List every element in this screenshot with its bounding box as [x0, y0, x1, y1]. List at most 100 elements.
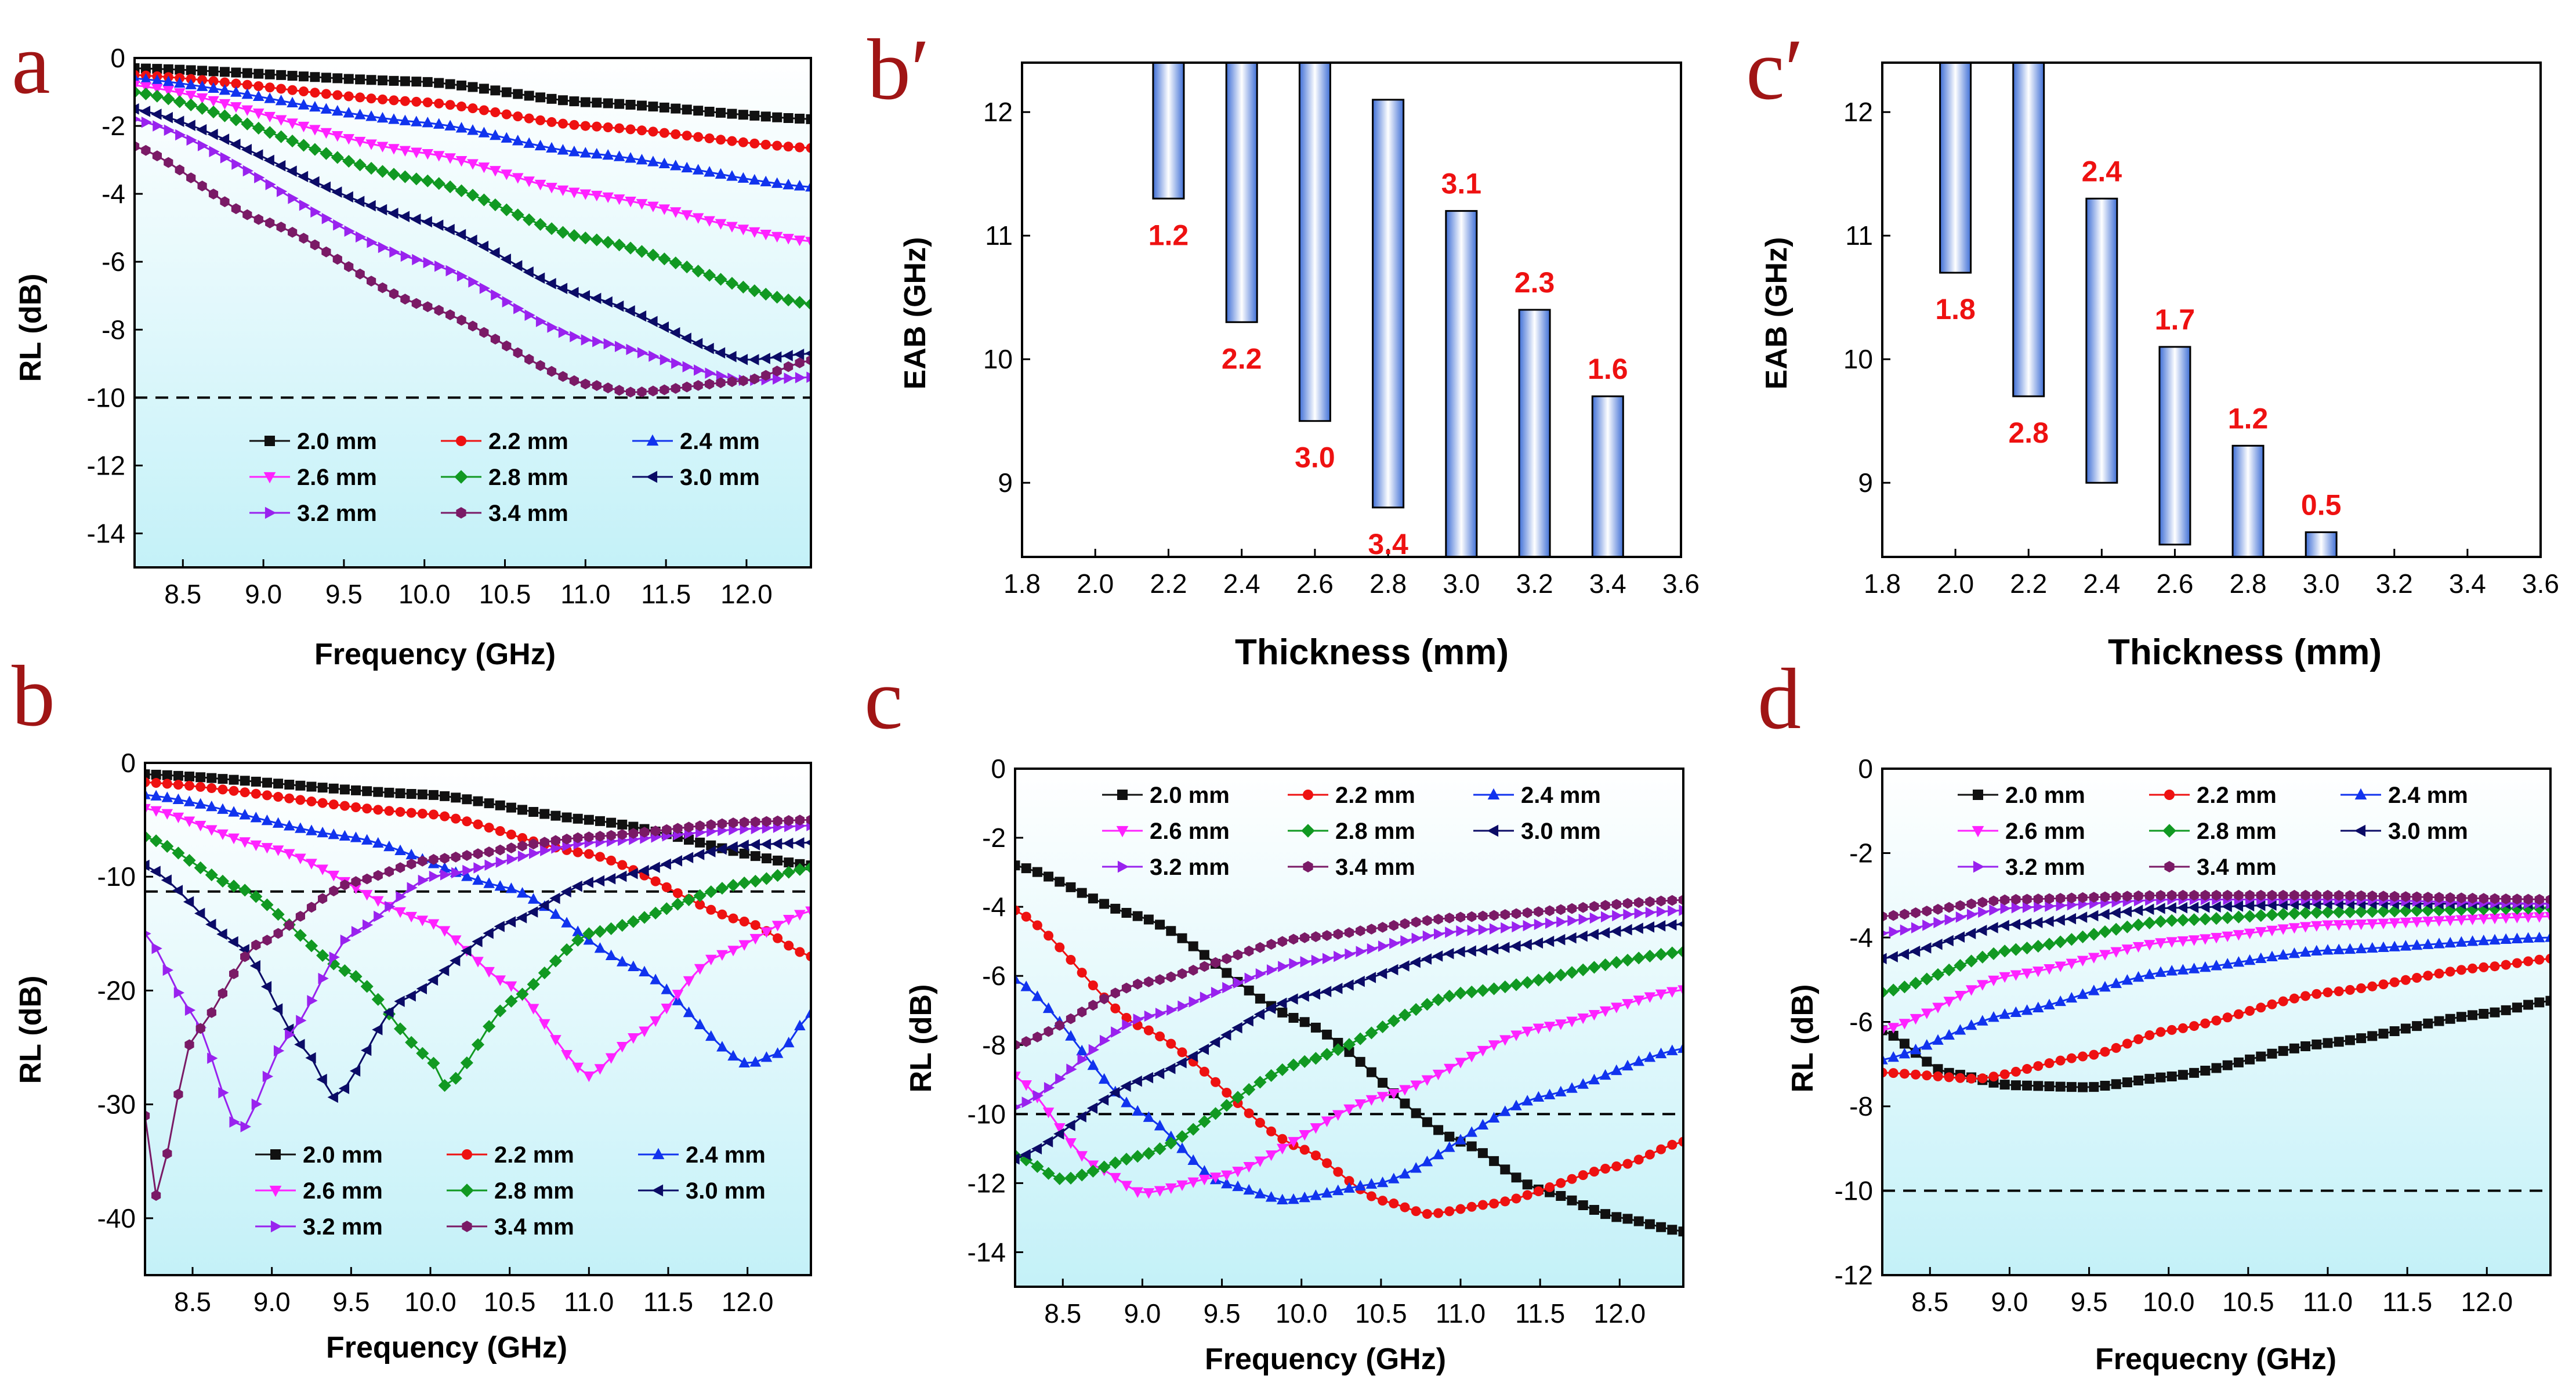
panel-a-series-20mm-point-55	[749, 110, 760, 121]
panel-bp-frame	[1021, 61, 1682, 558]
panel-a-series-32mm-point-37	[547, 321, 558, 333]
panel-a-series-30mm-point-54	[737, 353, 748, 365]
panel-c-series-26mm-point-13	[1154, 1186, 1166, 1197]
panel-b-series-20mm-point-21	[373, 787, 383, 797]
panel-c-series-30mm-point-22	[1253, 1008, 1265, 1020]
panel-a-series-20mm-point-7	[208, 66, 219, 77]
panel-b-series-34mm-point-29	[462, 850, 472, 861]
panel-c-series-30mm-point-9	[1109, 1087, 1120, 1099]
panel-c-series-30mm-point-4	[1053, 1128, 1064, 1140]
panel-letter-d: d	[1758, 651, 1801, 747]
panel-b-series-20mm-point-25	[417, 789, 427, 799]
panel-d-series-34mm-point-44	[2367, 891, 2377, 902]
panel-d-series-32mm-point-0	[1882, 930, 1889, 937]
panel-d-ytick-label-6: -12	[1835, 1260, 1873, 1290]
panel-d-series-26mm-point-31	[2222, 931, 2233, 943]
panel-c-series-30mm-point-58	[1654, 920, 1666, 932]
panel-a-series-26mm-point-6	[196, 93, 208, 104]
panel-b-series-24mm-point-52	[716, 1041, 728, 1052]
panel-a-series-22mm-point-48	[671, 129, 681, 139]
panel-cp-bar-0	[1939, 61, 1972, 274]
panel-d-series-24mm-point-37	[2288, 947, 2300, 958]
panel-a-rl-chart: a RL (dB) Frequency (GHz) 8.5 9.0 9.5 10.0 1…	[12, 16, 812, 671]
panel-a-series-26mm-point-33	[501, 169, 513, 180]
panel-a-series-32mm-point-32	[491, 289, 502, 301]
panel-d-series-34mm-point-49	[2423, 892, 2433, 903]
panel-a-series-28mm-point-25	[410, 172, 423, 186]
panel-d-series-26mm-point-0	[1882, 1026, 1888, 1037]
panel-d-series-20mm-point-1	[1888, 1030, 1899, 1041]
panel-c-series-22mm-point-4	[1055, 942, 1065, 953]
panel-b-series-32mm-point-6	[207, 1052, 218, 1064]
panel-a-series-20mm-point-39	[569, 96, 579, 107]
panel-a-series-30mm-point-14	[286, 165, 297, 177]
panel-c-rl-chart: c RL (dB) Frequency (GHz) 8.5 9.0 9.5 10.0 1…	[864, 651, 1684, 1376]
panel-c-series-22mm-point-50	[1567, 1174, 1577, 1184]
panel-a-series-34mm-point-30	[468, 320, 478, 332]
panel-d-series-26mm-point-38	[2299, 922, 2311, 933]
panel-d-series-34mm-point-20	[2100, 891, 2110, 903]
panel-a-series-28mm-point-28	[444, 180, 457, 194]
panel-d-series-28mm-point-47	[2399, 904, 2412, 918]
panel-b-series-30mm-point-5	[194, 907, 205, 920]
panel-cprime-xlabel: Thickness (mm)	[2108, 632, 2382, 672]
panel-b-series-22mm-point-17	[328, 799, 339, 810]
panel-c-series-20mm-point-42	[1477, 1148, 1488, 1159]
panel-bp-xtick-label-7: 3.2	[1516, 569, 1553, 599]
panel-d-legend-marker-34mm	[2164, 861, 2175, 873]
panel-b-series-34mm-point-15	[306, 902, 317, 913]
panel-a-series-26mm-point-29	[455, 156, 468, 167]
panel-c-series-24mm-point-32	[1365, 1178, 1378, 1189]
panel-c-series-32mm-point-27	[1311, 954, 1323, 967]
panel-b-series-26mm-point-38	[561, 1049, 573, 1061]
panel-a-ytick-label-6: -12	[87, 450, 125, 480]
panel-c-legend-label-24mm: 2.4 mm	[1521, 783, 1601, 808]
panel-d-series-34mm-point-22	[2122, 891, 2132, 902]
panel-a-legend-marker-22mm	[456, 436, 466, 446]
panel-c-series-22mm-point-22	[1255, 1117, 1265, 1128]
panel-b-series-26mm-point-59	[794, 910, 806, 921]
panel-a-series-24mm-point-17	[320, 103, 332, 114]
panel-b-series-20mm-point-50	[695, 837, 705, 848]
panel-a-series-24mm-point-41	[590, 147, 603, 159]
panel-a-series-20mm-point-18	[332, 73, 343, 84]
panel-b-series-24mm-point-51	[705, 1030, 717, 1041]
panel-a-series-24mm-point-52	[715, 168, 727, 179]
panel-b-series-24mm-point-35	[527, 893, 539, 904]
panel-b-series-28mm-point-3	[172, 846, 185, 860]
panel-b-series-34mm-point-49	[684, 821, 694, 833]
panel-b-series-28mm-point-18	[338, 964, 352, 978]
panel-bp-bar-label-2: 3.0	[1295, 441, 1335, 474]
panel-c-series-30mm-point-6	[1075, 1111, 1086, 1123]
panel-c-series-30mm-point-18	[1209, 1036, 1220, 1048]
panel-b-series-24mm-point-31	[483, 877, 495, 888]
panel-bp-bar-label-5: 2.3	[1515, 266, 1555, 299]
panel-letter-a: a	[12, 16, 50, 112]
panel-d-series-26mm-point-4	[1921, 1008, 1933, 1019]
panel-b-series-30mm-point-32	[494, 921, 505, 932]
panel-a-series-22mm-point-44	[625, 124, 636, 135]
panel-c-series-30mm-point-31	[1354, 975, 1365, 987]
panel-c-series-32mm-point-41	[1467, 925, 1478, 936]
panel-a-series-34mm-point-9	[231, 203, 241, 215]
panel-c-series-22mm-point-23	[1266, 1126, 1277, 1136]
panel-bprime-eab-chart: b′ EAB (GHz) Thickness (mm) 1.8 2.0 2.2 2.4…	[867, 21, 1700, 672]
panel-b-series-30mm-point-8	[227, 936, 238, 948]
panel-b-series-26mm-point-33	[505, 981, 517, 992]
panel-b-series-20mm-point-18	[339, 784, 350, 795]
panel-a-series-34mm-point-55	[749, 373, 759, 385]
panel-b-series-24mm-point-23	[394, 844, 406, 855]
panel-c-series-20mm-point-39	[1444, 1131, 1455, 1142]
panel-a-series-22mm-point-57	[772, 140, 782, 151]
panel-c-series-34mm-point-48	[1545, 905, 1555, 917]
panel-c-series-22mm-point-41	[1466, 1201, 1477, 1212]
panel-a-series-32mm-point-12	[265, 179, 276, 190]
panel-c-series-22mm-point-40	[1455, 1204, 1466, 1214]
panel-b-series-28mm-point-7	[216, 874, 229, 888]
panel-c-series-26mm-point-10	[1121, 1181, 1132, 1192]
panel-b-legend-marker-30mm	[651, 1184, 664, 1197]
panel-c-series-20mm-point-12	[1143, 914, 1154, 925]
panel-d-series-34mm-point-59	[2534, 894, 2544, 905]
panel-c-series-32mm-point-12	[1144, 1010, 1155, 1022]
